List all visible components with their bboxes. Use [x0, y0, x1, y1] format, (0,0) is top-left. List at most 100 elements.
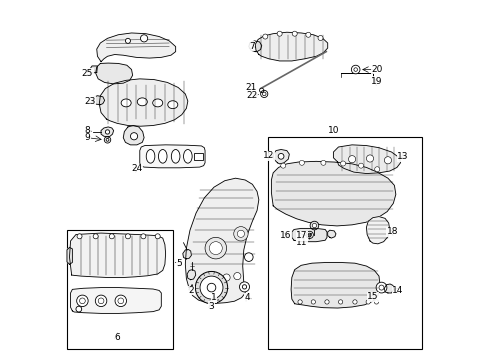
Circle shape — [378, 285, 383, 290]
Bar — [193, 153, 203, 160]
Polygon shape — [366, 217, 389, 244]
Ellipse shape — [171, 149, 180, 163]
Text: 25: 25 — [81, 69, 93, 78]
Polygon shape — [291, 228, 326, 242]
Circle shape — [324, 300, 328, 304]
Text: 6: 6 — [114, 333, 120, 342]
Circle shape — [375, 282, 386, 293]
Circle shape — [317, 36, 323, 41]
Polygon shape — [70, 288, 161, 314]
Polygon shape — [384, 284, 393, 293]
Circle shape — [310, 300, 315, 304]
Polygon shape — [271, 161, 395, 226]
Circle shape — [233, 226, 247, 241]
Circle shape — [338, 300, 342, 304]
Circle shape — [312, 224, 316, 228]
Circle shape — [348, 156, 355, 163]
Circle shape — [292, 31, 297, 36]
Polygon shape — [333, 145, 400, 174]
Circle shape — [366, 300, 369, 304]
Polygon shape — [183, 249, 191, 259]
Circle shape — [77, 295, 88, 307]
Circle shape — [155, 234, 160, 239]
Circle shape — [366, 155, 373, 162]
Circle shape — [340, 161, 345, 166]
Circle shape — [118, 298, 123, 304]
Circle shape — [297, 300, 302, 304]
Circle shape — [299, 160, 304, 165]
Ellipse shape — [137, 98, 147, 106]
Circle shape — [223, 274, 230, 281]
Text: 15: 15 — [366, 292, 378, 301]
Circle shape — [130, 133, 137, 140]
Circle shape — [207, 283, 215, 292]
Circle shape — [353, 68, 357, 71]
Bar — [267, 137, 421, 348]
Text: 9: 9 — [84, 133, 90, 142]
Text: 4: 4 — [244, 293, 250, 302]
Text: 11: 11 — [296, 238, 307, 247]
Circle shape — [277, 31, 282, 36]
Text: 3: 3 — [208, 302, 214, 311]
Circle shape — [244, 253, 253, 261]
Circle shape — [195, 271, 227, 304]
Text: 12: 12 — [263, 151, 274, 160]
Text: 7: 7 — [248, 42, 254, 51]
Circle shape — [115, 295, 126, 307]
Polygon shape — [290, 262, 379, 308]
Bar — [67, 230, 172, 348]
Text: 1: 1 — [211, 293, 217, 302]
Text: 13: 13 — [396, 152, 408, 161]
Text: 22: 22 — [245, 91, 257, 100]
Circle shape — [237, 230, 244, 237]
Circle shape — [125, 234, 130, 239]
Text: 21: 21 — [245, 83, 256, 92]
Polygon shape — [273, 149, 289, 164]
Circle shape — [93, 234, 98, 239]
Text: 23: 23 — [84, 96, 95, 105]
Circle shape — [239, 282, 249, 292]
Polygon shape — [96, 63, 132, 84]
Circle shape — [280, 163, 285, 168]
Circle shape — [352, 300, 356, 304]
Circle shape — [98, 298, 104, 304]
Circle shape — [105, 130, 109, 134]
Circle shape — [305, 32, 310, 37]
Circle shape — [80, 298, 85, 304]
Polygon shape — [327, 230, 335, 238]
Circle shape — [278, 153, 284, 159]
Circle shape — [125, 39, 130, 43]
Polygon shape — [67, 247, 72, 264]
Circle shape — [320, 160, 325, 165]
Polygon shape — [92, 96, 104, 105]
Circle shape — [233, 273, 241, 280]
Polygon shape — [89, 66, 97, 73]
Circle shape — [384, 157, 391, 164]
Polygon shape — [69, 233, 165, 278]
Circle shape — [140, 35, 147, 42]
Text: 19: 19 — [370, 77, 382, 86]
Circle shape — [309, 221, 318, 230]
Circle shape — [141, 234, 145, 239]
Circle shape — [209, 242, 222, 255]
Circle shape — [351, 65, 359, 74]
Circle shape — [109, 234, 114, 239]
Polygon shape — [185, 178, 258, 303]
Polygon shape — [255, 32, 327, 61]
Text: 5: 5 — [176, 259, 182, 268]
Text: 20: 20 — [371, 65, 382, 74]
Ellipse shape — [121, 99, 131, 107]
Circle shape — [262, 34, 267, 39]
Ellipse shape — [146, 149, 155, 163]
Text: 2: 2 — [188, 286, 194, 295]
Ellipse shape — [167, 101, 178, 109]
Polygon shape — [248, 41, 261, 51]
Polygon shape — [101, 127, 113, 137]
Polygon shape — [99, 79, 187, 126]
Text: 14: 14 — [391, 286, 403, 295]
Text: 10: 10 — [327, 126, 339, 135]
Circle shape — [77, 234, 82, 239]
Circle shape — [374, 167, 379, 172]
Ellipse shape — [152, 99, 163, 107]
Circle shape — [200, 276, 223, 299]
